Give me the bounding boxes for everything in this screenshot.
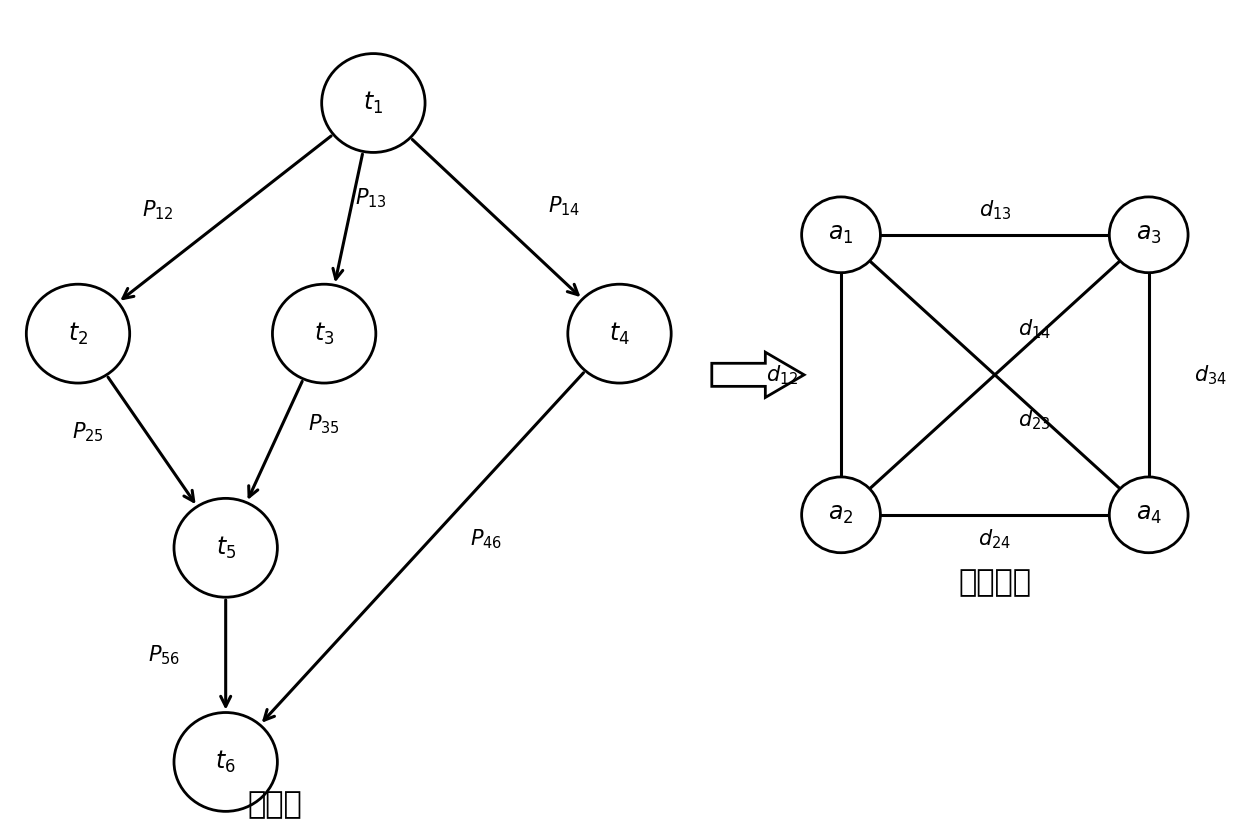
Text: $P_{35}$: $P_{35}$ (309, 413, 339, 436)
Ellipse shape (802, 477, 881, 552)
Text: $P_{46}$: $P_{46}$ (471, 527, 503, 552)
Text: $d_{24}$: $d_{24}$ (979, 527, 1011, 552)
Text: $P_{13}$: $P_{13}$ (354, 186, 387, 210)
Text: $t_{3}$: $t_{3}$ (313, 320, 335, 347)
Text: $P_{56}$: $P_{56}$ (147, 643, 181, 666)
Ellipse shape (273, 285, 375, 383)
Text: $t_{5}$: $t_{5}$ (216, 535, 235, 561)
Text: $t_{4}$: $t_{4}$ (610, 320, 629, 347)
Polygon shape (711, 352, 804, 398)
Text: $P_{25}$: $P_{25}$ (72, 421, 104, 444)
Text: $d_{13}$: $d_{13}$ (979, 198, 1011, 222)
Ellipse shape (1109, 197, 1188, 273)
Ellipse shape (802, 197, 881, 273)
Text: $P_{12}$: $P_{12}$ (142, 198, 173, 222)
Ellipse shape (173, 712, 278, 811)
Text: $t_{2}$: $t_{2}$ (68, 320, 88, 347)
Text: $t_{1}$: $t_{1}$ (363, 90, 383, 116)
Text: $a_{1}$: $a_{1}$ (829, 223, 854, 246)
Text: $a_{4}$: $a_{4}$ (1136, 503, 1162, 527)
Ellipse shape (567, 285, 672, 383)
Text: $t_{6}$: $t_{6}$ (216, 749, 235, 775)
Ellipse shape (26, 285, 130, 383)
Text: $d_{34}$: $d_{34}$ (1193, 363, 1227, 387)
Text: $a_{3}$: $a_{3}$ (1136, 223, 1161, 246)
Text: $d_{12}$: $d_{12}$ (766, 363, 798, 387)
Text: $d_{23}$: $d_{23}$ (1018, 409, 1051, 432)
Text: $d_{14}$: $d_{14}$ (1017, 318, 1051, 341)
Ellipse shape (1109, 477, 1188, 552)
Text: 通信网络: 通信网络 (958, 568, 1031, 597)
Ellipse shape (322, 53, 425, 152)
Text: 任务图: 任务图 (248, 790, 302, 820)
Text: $P_{14}$: $P_{14}$ (548, 194, 580, 218)
Ellipse shape (173, 498, 278, 597)
Text: $a_{2}$: $a_{2}$ (829, 503, 854, 527)
